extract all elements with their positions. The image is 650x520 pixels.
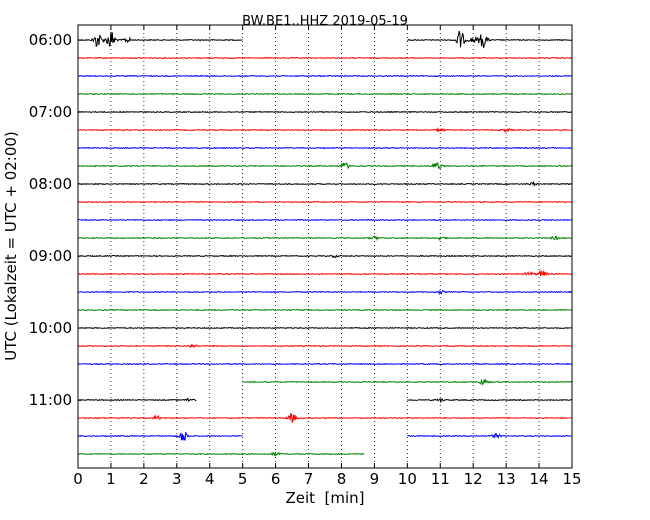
trace-line <box>77 31 243 47</box>
grid-lines <box>110 25 540 468</box>
trace-line <box>407 30 573 49</box>
trace-line <box>77 412 572 423</box>
trace-line <box>77 431 243 441</box>
trace-line <box>77 343 572 349</box>
x-tick-label: 7 <box>304 470 314 488</box>
plot-frame <box>77 24 573 469</box>
y-tick-label: 10:00 <box>29 319 72 337</box>
x-tick-label: 3 <box>172 470 182 488</box>
trace-line <box>77 397 197 402</box>
x-axis-ticks: 0 1 2 3 4 5 6 7 8 9 10 11 12 13 14 15 <box>73 25 582 488</box>
x-tick-label: 14 <box>530 470 549 488</box>
trace-line <box>77 56 572 60</box>
trace-line <box>77 126 572 134</box>
x-tick-label: 4 <box>205 470 215 488</box>
x-tick-label: 6 <box>271 470 281 488</box>
y-tick-label: 08:00 <box>29 175 72 193</box>
x-tick-label: 5 <box>238 470 248 488</box>
x-tick-label: 12 <box>464 470 483 488</box>
trace-line <box>407 398 572 404</box>
trace-line <box>77 110 572 114</box>
x-axis-label: Zeit [min] <box>285 489 364 507</box>
y-tick-label: 11:00 <box>29 391 72 409</box>
x-tick-label: 9 <box>370 470 380 488</box>
y-axis-label: UTC (Lokalzeit = UTC + 02:00) <box>2 131 20 361</box>
y-tick-label: 06:00 <box>29 31 72 49</box>
x-tick-label: 8 <box>337 470 347 488</box>
trace-line <box>77 200 572 204</box>
trace-line <box>77 218 572 222</box>
y-tick-label: 07:00 <box>29 103 72 121</box>
trace-line <box>77 161 572 170</box>
trace-line <box>78 254 572 259</box>
trace-line <box>77 74 572 78</box>
y-axis-ticks: 06:00 07:00 08:00 09:00 10:00 11:00 <box>29 31 83 409</box>
trace-line <box>242 378 573 386</box>
trace-line <box>77 450 365 457</box>
x-tick-label: 15 <box>562 470 581 488</box>
seismic-traces <box>77 30 573 457</box>
trace-line <box>77 308 572 312</box>
trace-line <box>77 92 572 96</box>
trace-line <box>77 269 572 277</box>
x-tick-label: 10 <box>398 470 417 488</box>
trace-line <box>407 433 572 440</box>
x-tick-label: 0 <box>73 470 83 488</box>
x-tick-label: 11 <box>431 470 450 488</box>
x-tick-label: 2 <box>139 470 149 488</box>
trace-line <box>77 146 572 150</box>
trace-line <box>77 235 572 242</box>
trace-line <box>77 326 572 330</box>
chart-title: BW.BE1..HHZ 2019-05-19 <box>242 14 408 29</box>
trace-line <box>77 362 572 366</box>
x-tick-label: 1 <box>106 470 116 488</box>
trace-line <box>77 180 572 187</box>
y-tick-label: 09:00 <box>29 247 72 265</box>
x-tick-label: 13 <box>497 470 516 488</box>
trace-line <box>77 289 572 296</box>
